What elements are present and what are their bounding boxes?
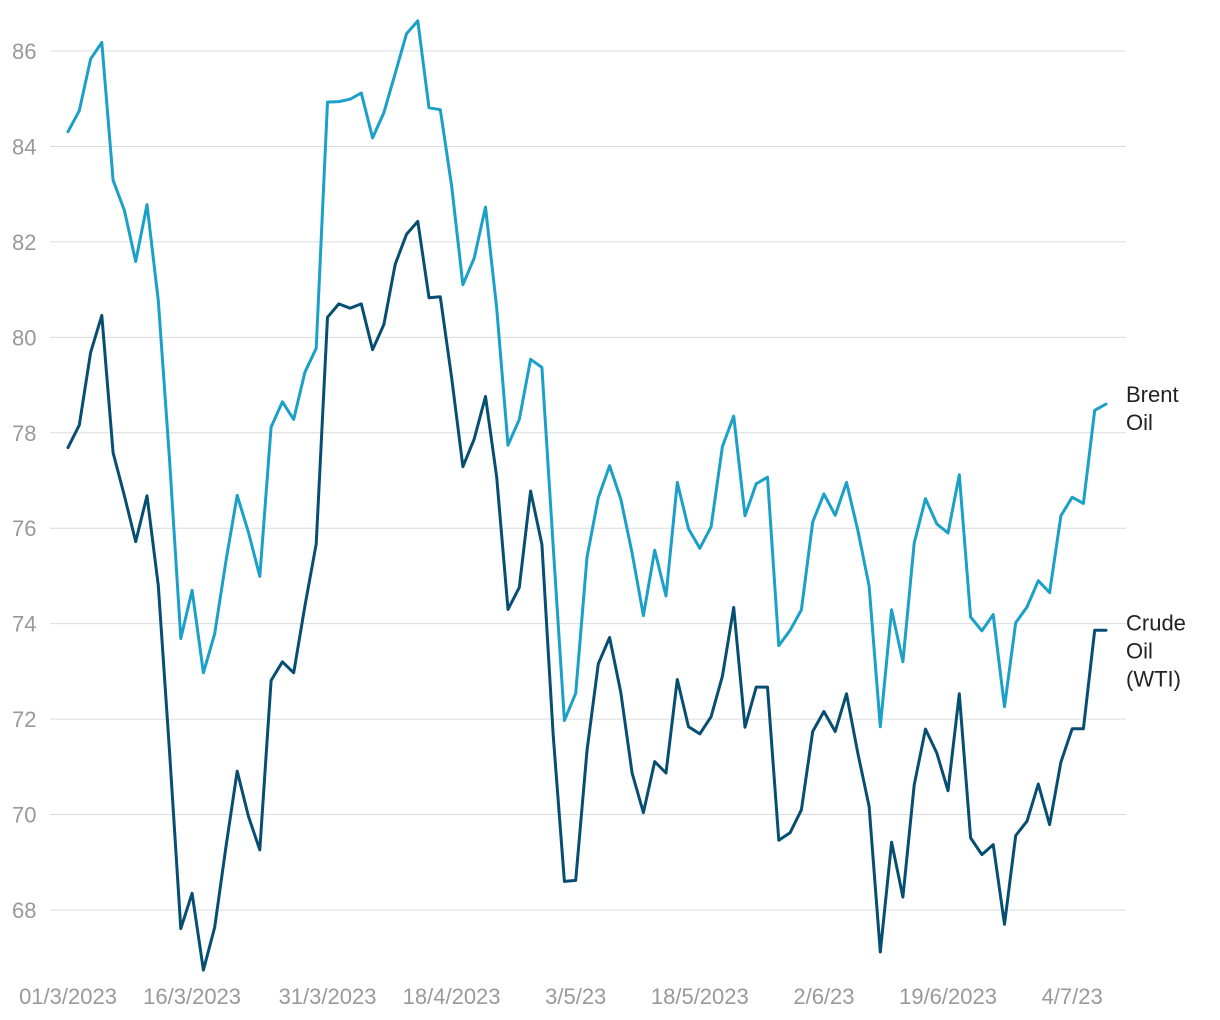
x-tick-label: 19/6/2023 [899,984,997,1009]
series-label-line: Oil [1126,410,1153,435]
series-label-brent-oil: Brent Oil [1126,382,1179,435]
series-label-line: (WTI) [1126,666,1181,691]
y-tick-label: 84 [12,134,36,159]
x-tick-label: 18/5/2023 [651,984,749,1009]
series-label-line: Brent [1126,382,1179,407]
series-line-crude-oil-wti [66,219,1108,972]
series-label-line: Oil [1126,638,1153,663]
series-label-line: Crude [1126,610,1186,635]
x-tick-label: 16/3/2023 [143,984,241,1009]
x-tick-label: 18/4/2023 [403,984,501,1009]
y-tick-label: 80 [12,325,36,350]
series-labels: Brent Oil Crude Oil (WTI) [1126,382,1186,691]
y-tick-label: 78 [12,421,36,446]
series-lines [66,19,1108,972]
x-tick-label: 2/6/23 [793,984,854,1009]
gridlines [50,50,1126,911]
series-line-brent-oil [66,19,1108,729]
y-tick-label: 70 [12,803,36,828]
y-tick-label: 82 [12,230,36,255]
y-axis-ticks: 68 70 72 74 76 78 80 82 84 86 [12,39,36,923]
y-tick-label: 72 [12,707,36,732]
y-tick-label: 74 [12,612,36,637]
y-tick-label: 76 [12,516,36,541]
y-tick-label: 68 [12,898,36,923]
series-label-crude-oil-wti: Crude Oil (WTI) [1126,610,1186,691]
x-tick-label: 3/5/23 [545,984,606,1009]
y-tick-label: 86 [12,39,36,64]
x-axis-ticks: 01/3/2023 16/3/2023 31/3/2023 18/4/2023 3/5/… [19,984,1103,1009]
x-tick-label: 4/7/23 [1042,984,1103,1009]
x-tick-label: 31/3/2023 [279,984,377,1009]
x-tick-label: 01/3/2023 [19,984,117,1009]
